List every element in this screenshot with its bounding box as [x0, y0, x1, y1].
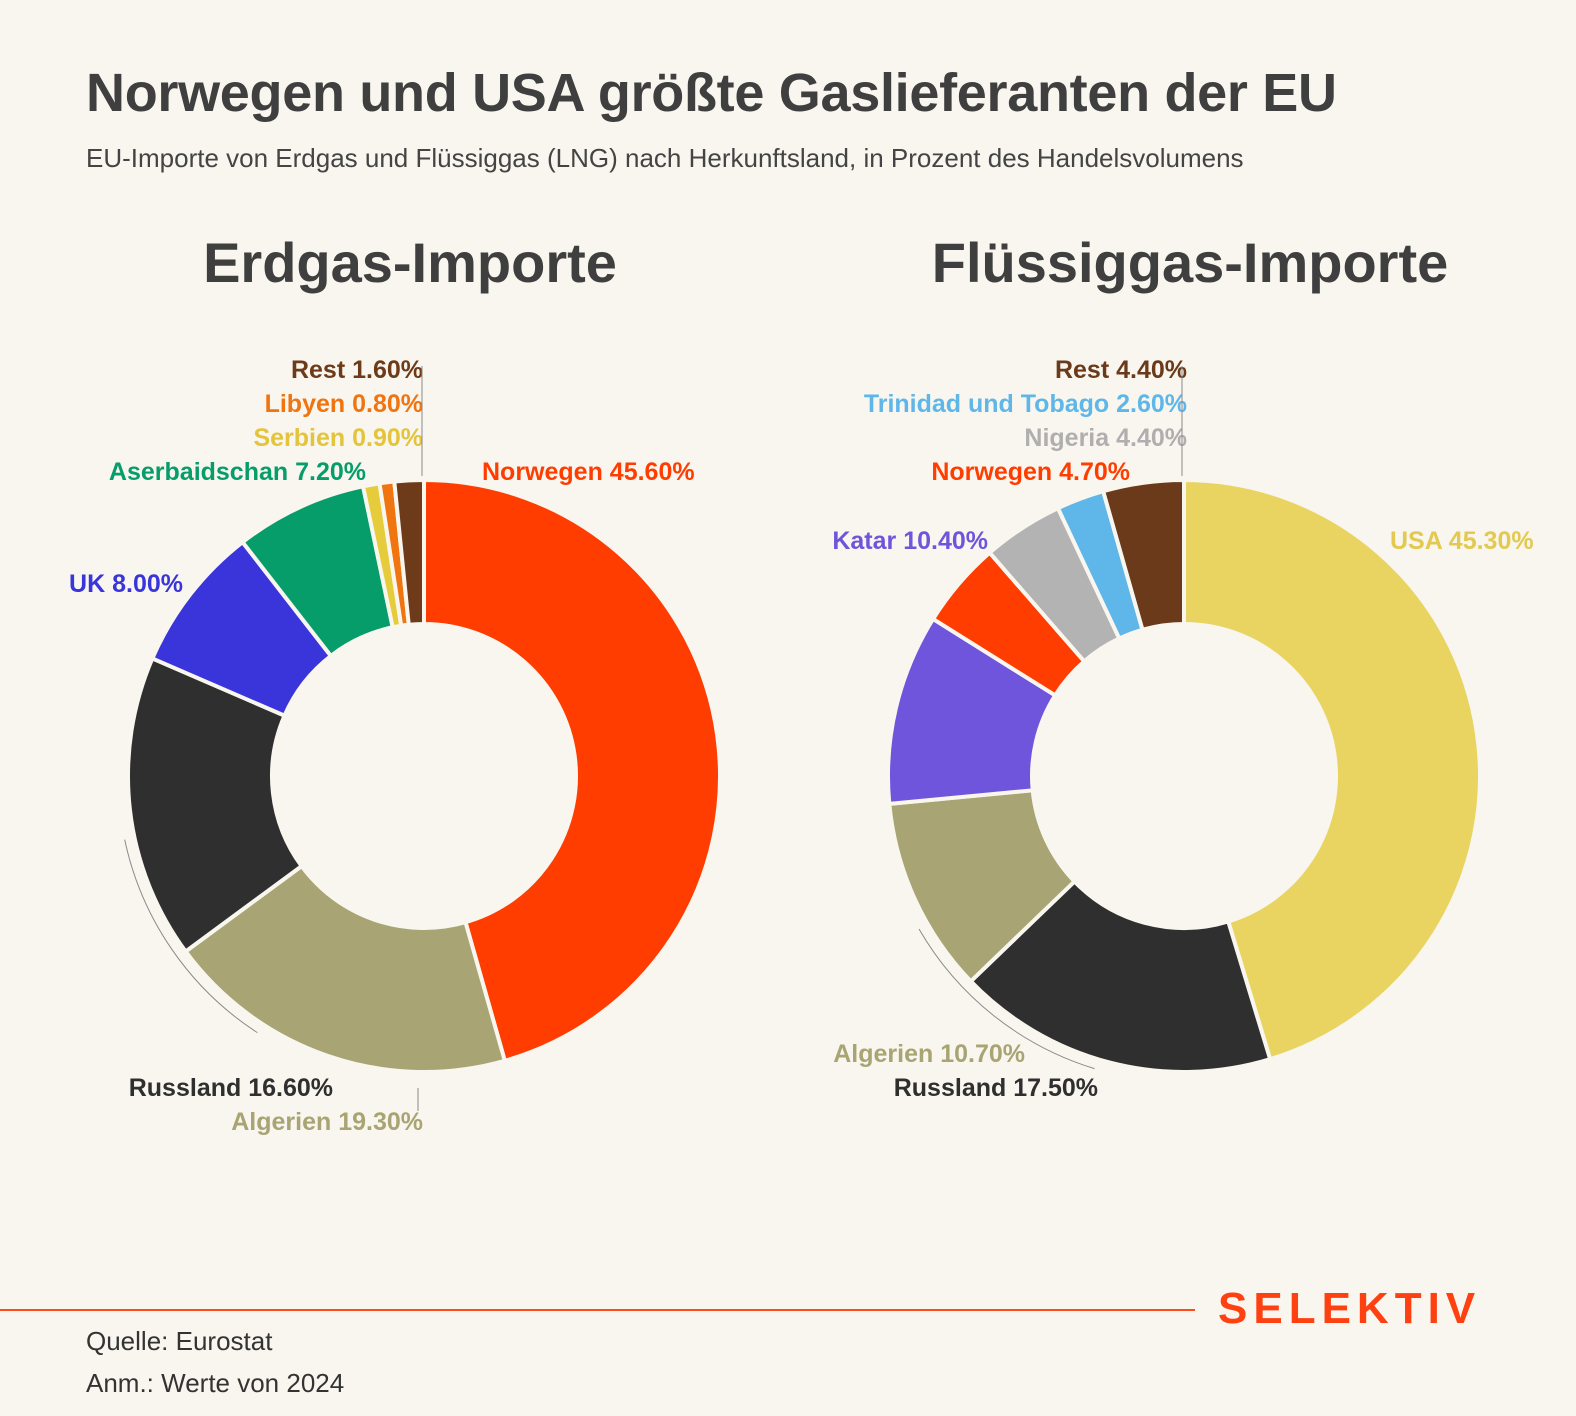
label-erdgas-serbien: Serbien 0.90% — [253, 424, 423, 452]
footer-divider — [0, 1309, 1195, 1311]
label-erdgas-norwegen: Norwegen 45.60% — [482, 458, 695, 486]
label-fluessiggas-algerien: Algerien 10.70% — [833, 1040, 1025, 1068]
label-fluessiggas-norwegen: Norwegen 4.70% — [931, 458, 1130, 486]
slice-erdgas-norwegen — [422, 478, 722, 1063]
label-erdgas-rest: Rest 1.60% — [291, 356, 423, 384]
brand-logo: SELEKTIV — [1218, 1284, 1482, 1333]
slice-erdgas-algerien — [183, 864, 507, 1074]
label-erdgas-uk: UK 8.00% — [69, 570, 183, 598]
donut-charts: Norwegen 45.60% Algerien 19.30% Russland 1… — [69, 356, 1534, 1136]
label-erdgas-russland: Russland 16.60% — [129, 1074, 333, 1102]
label-fluessiggas-rest: Rest 4.40% — [1055, 356, 1187, 384]
source-note: Quelle: Eurostat — [86, 1326, 273, 1356]
donut-erdgas: Norwegen 45.60% Algerien 19.30% Russland 1… — [69, 356, 722, 1136]
slice-fluessiggas-usa — [1182, 478, 1482, 1062]
page-title: Norwegen und USA größte Gaslieferanten d… — [86, 63, 1337, 123]
slice-erdgas-rest — [392, 478, 426, 627]
label-fluessiggas-russland: Russland 17.50% — [894, 1074, 1098, 1102]
page-subtitle: EU-Importe von Erdgas und Flüssiggas (LN… — [86, 143, 1244, 173]
slice-fluessiggas-russland — [968, 879, 1273, 1074]
slice-fluessiggas-rest — [1101, 478, 1186, 632]
chart-title-fluessiggas: Flüssiggas-Importe — [931, 231, 1449, 294]
label-fluessiggas-katar: Katar 10.40% — [832, 527, 988, 555]
label-fluessiggas-usa: USA 45.30% — [1390, 527, 1534, 555]
label-erdgas-libyen: Libyen 0.80% — [265, 390, 423, 418]
annotation-note: Anm.: Werte von 2024 — [86, 1368, 345, 1398]
label-fluessiggas-nigeria: Nigeria 4.40% — [1024, 424, 1187, 452]
leader-lines-fluessiggas — [918, 366, 1183, 1070]
chart-title-erdgas: Erdgas-Importe — [203, 231, 617, 294]
leader-lines-erdgas — [124, 366, 423, 1111]
label-fluessiggas-trinidad-und-tobago: Trinidad und Tobago 2.60% — [864, 390, 1187, 418]
label-erdgas-aserbaidschan: Aserbaidschan 7.20% — [109, 458, 366, 486]
label-erdgas-algerien: Algerien 19.30% — [231, 1108, 423, 1136]
donut-fluessiggas: USA 45.30% Russland 17.50% Algerien 10.70%… — [832, 356, 1533, 1102]
slice-erdgas-russland — [126, 656, 304, 954]
